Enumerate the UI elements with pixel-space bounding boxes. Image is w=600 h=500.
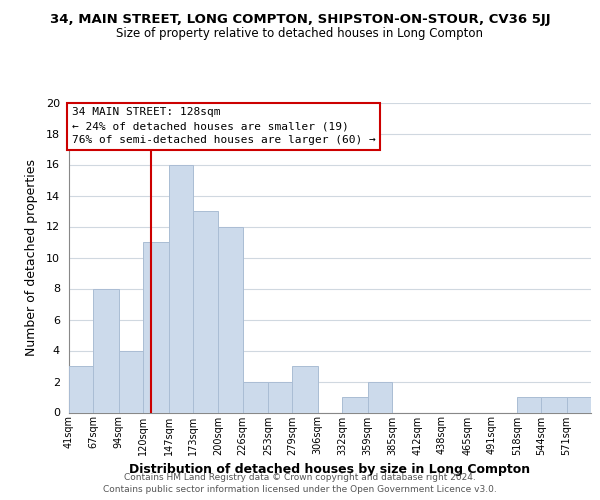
Bar <box>119 350 143 412</box>
Text: Contains public sector information licensed under the Open Government Licence v3: Contains public sector information licen… <box>103 485 497 494</box>
Bar <box>342 397 368 412</box>
Bar <box>517 397 541 412</box>
Text: 34, MAIN STREET, LONG COMPTON, SHIPSTON-ON-STOUR, CV36 5JJ: 34, MAIN STREET, LONG COMPTON, SHIPSTON-… <box>50 12 550 26</box>
Text: Size of property relative to detached houses in Long Compton: Size of property relative to detached ho… <box>116 28 484 40</box>
Bar <box>368 382 392 412</box>
Bar <box>218 226 242 412</box>
Bar <box>69 366 94 412</box>
Bar <box>541 397 566 412</box>
Bar <box>94 288 119 412</box>
Bar <box>169 164 193 412</box>
Y-axis label: Number of detached properties: Number of detached properties <box>25 159 38 356</box>
Text: Contains HM Land Registry data © Crown copyright and database right 2024.: Contains HM Land Registry data © Crown c… <box>124 472 476 482</box>
Bar <box>268 382 292 412</box>
Bar <box>242 382 268 412</box>
Bar <box>193 211 218 412</box>
Text: 34 MAIN STREET: 128sqm
← 24% of detached houses are smaller (19)
76% of semi-det: 34 MAIN STREET: 128sqm ← 24% of detached… <box>71 107 376 145</box>
Bar <box>143 242 169 412</box>
X-axis label: Distribution of detached houses by size in Long Compton: Distribution of detached houses by size … <box>130 463 530 476</box>
Bar <box>292 366 318 412</box>
Bar <box>566 397 591 412</box>
